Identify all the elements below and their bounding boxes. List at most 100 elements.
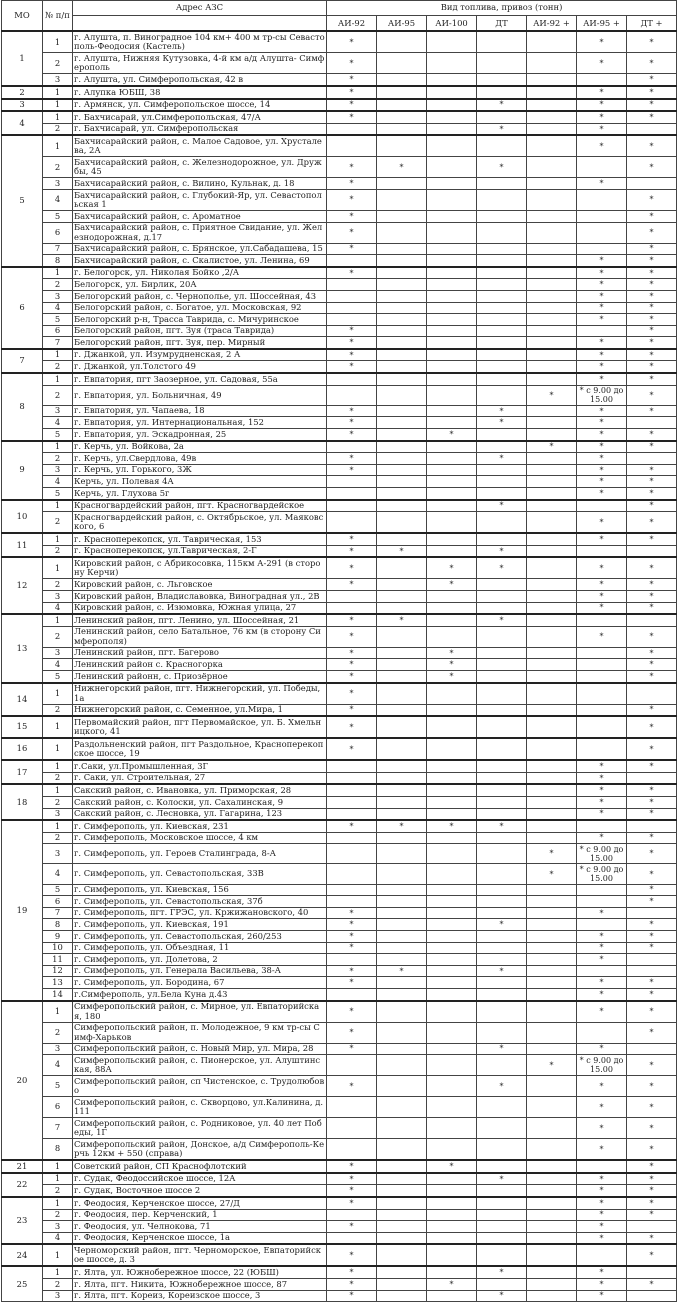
row-number: 2 <box>42 831 73 845</box>
row-number: 3 <box>42 1289 73 1302</box>
fuel-cell <box>476 1196 527 1210</box>
mo-group: 14 1 Нижнегорский район, пгт. Нижнегорский… <box>1 682 678 717</box>
station-address: Кировский район, с Абрикосовка, 115км А-… <box>72 556 327 580</box>
table-row: 11 г. Симферополь, ул. Долетова, 2 * <box>2 953 678 966</box>
fuel-cell <box>476 110 527 124</box>
fuel-cell <box>476 703 527 717</box>
row-number: 1 <box>42 532 73 546</box>
fuel-cell <box>476 209 527 223</box>
fuel-cell <box>326 987 377 1002</box>
fuel-cell: * <box>576 372 627 386</box>
fuel-cell <box>476 532 527 546</box>
fuel-cell <box>625 177 678 190</box>
fuel-cell <box>576 1159 627 1174</box>
fuel-cell <box>476 372 527 386</box>
fuel-cell: * <box>526 440 577 454</box>
station-address: г. Алушта, Нижняя Кутузовка, 4-й км а/д … <box>72 52 327 75</box>
fuel-cell <box>576 324 627 338</box>
row-number: 2 <box>42 122 73 136</box>
fuel-cell <box>376 30 427 54</box>
fuel-cell: * <box>625 646 678 660</box>
fuel-cell <box>426 188 477 211</box>
fuel-cell: * <box>426 658 477 671</box>
fuel-cell: * <box>625 1184 678 1198</box>
station-address: Бахчисарайский район, с. Глубокий-Яр, ул… <box>72 188 327 211</box>
fuel-cell <box>526 486 577 501</box>
fuel-cell: * <box>326 110 377 124</box>
station-address: г. Симферополь, ул. Киевская, 231 <box>72 819 327 833</box>
fuel-cell <box>576 737 627 761</box>
header-fuel-0: АИ-92 <box>326 15 377 32</box>
fuel-cell <box>526 589 577 603</box>
station-address: Бахчисарайский район, с. Малое Садовое, … <box>72 134 327 158</box>
table-row: 2 г. Алушта, Нижняя Кутузовка, 4-й км а/д… <box>2 52 678 75</box>
table-row: 8 Симферопольский район, Донское, а/д Сим… <box>2 1138 678 1161</box>
fuel-cell <box>576 646 627 660</box>
fuel-cell <box>476 301 527 315</box>
fuel-cell: * <box>426 1277 477 1291</box>
header-fuel-2: АИ-100 <box>426 15 477 32</box>
fuel-cell <box>476 486 527 501</box>
station-address: г. Судак, Восточное шоссе 2 <box>72 1184 327 1198</box>
fuel-cell <box>426 918 477 932</box>
fuel-cell: * <box>625 1075 678 1098</box>
row-number: 2 <box>42 578 73 591</box>
mo-group: 17 1 г.Саки, ул.Промышленная, 3Г * * 2 г. Саки… <box>1 759 678 785</box>
row-number: 2 <box>42 278 73 291</box>
fuel-cell <box>625 1220 678 1233</box>
fuel-cell: * <box>526 863 577 885</box>
fuel-cell: * <box>625 589 678 603</box>
fuel-cell <box>376 1159 427 1174</box>
fuel-cell <box>426 1021 477 1044</box>
fuel-cell: * с 9.00 до 15.00 <box>576 384 627 406</box>
fuel-cell <box>376 1021 427 1044</box>
fuel-cell <box>625 544 678 558</box>
fuel-cell <box>625 1289 678 1302</box>
fuel-cell: * <box>576 1208 627 1222</box>
fuel-cell: * <box>326 1021 377 1044</box>
station-address: Симферопольский район, с. Скворцово, ул.… <box>72 1096 327 1119</box>
row-number: 2 <box>42 625 73 648</box>
fuel-cell <box>476 52 527 75</box>
station-address: г. Симферополь, ул. Севастопольская, 260… <box>72 930 327 943</box>
row-number: 4 <box>42 601 73 615</box>
fuel-cell <box>376 1220 427 1233</box>
fuel-cell: * <box>625 941 678 955</box>
fuel-cell <box>426 783 477 797</box>
fuel-cell <box>326 499 377 513</box>
fuel-cell <box>326 486 377 501</box>
station-address: г. Керчь, ул.Свердлова, 49в <box>72 452 327 465</box>
fuel-cell: * <box>576 807 627 821</box>
fuel-cell: * <box>625 1000 678 1023</box>
fuel-cell <box>526 452 577 465</box>
row-number: 1 <box>42 1196 73 1210</box>
fuel-cell <box>476 188 527 211</box>
fuel-cell: * <box>625 463 678 477</box>
mo-group: 11 1 г. Красноперекопск, ул. Таврическая, … <box>1 532 678 558</box>
fuel-cell <box>376 85 427 100</box>
fuel-cell: * <box>625 883 678 897</box>
fuel-cell <box>476 134 527 158</box>
fuel-cell <box>376 278 427 291</box>
fuel-cell <box>426 313 477 326</box>
fuel-cell <box>476 795 527 809</box>
fuel-cell <box>426 953 477 966</box>
table-row: 4 Ленинский район с. Красногорка * * * <box>2 658 678 671</box>
mo-group: 10 1 Красногвардейский район, пгт. Красног… <box>1 499 678 534</box>
fuel-cell <box>426 289 477 303</box>
station-address: Первомайский район, пгт Первомайское, ул… <box>72 715 327 739</box>
table-row: 17 1 г.Саки, ул.Промышленная, 3Г * * <box>1 759 678 785</box>
station-address: г. Ялта, ул. Южнобережное шоссе, 22 (ЮБШ… <box>72 1265 327 1279</box>
fuel-cell: * с 9.00 до 15.00 <box>576 843 627 865</box>
fuel-cell <box>326 589 377 603</box>
row-number: 2 <box>42 360 73 374</box>
mo-cell: 17 <box>1 759 43 785</box>
fuel-cell <box>576 156 627 179</box>
table-row: 3 Симферопольский район, с. Новый Мир, ул… <box>2 1042 678 1056</box>
table-row: 4 г. Феодосия, Керченское шоссе, 1а * * <box>2 1231 678 1245</box>
fuel-cell: * <box>625 289 678 303</box>
fuel-cell <box>426 682 477 705</box>
table-row: 4 1 г. Бахчисарай, ул.Симферопольская, 47/… <box>1 110 678 136</box>
fuel-cell <box>376 976 427 989</box>
fuel-cell: * <box>326 930 377 943</box>
